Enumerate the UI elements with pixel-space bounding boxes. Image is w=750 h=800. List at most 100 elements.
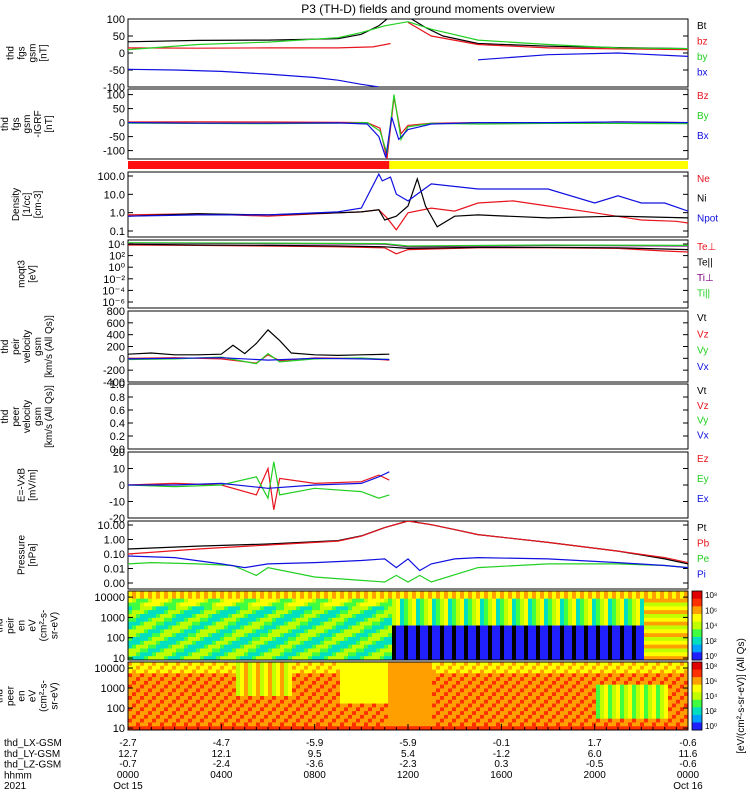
series-line-pi [128,555,688,572]
spectrogram-cell [584,629,589,634]
spectrogram-cell [224,637,229,642]
spectrogram-cell [200,652,205,657]
spectrogram-cell [284,648,289,653]
spectrogram-cell [540,625,545,630]
spectrogram-cell [180,598,185,604]
spectrogram-cell [520,614,525,619]
spectrogram-cell [312,677,317,682]
spectrogram-cell [360,703,365,708]
spectrogram-cell [448,629,453,634]
spectrogram-cell [524,673,529,678]
spectrogram-cell [404,617,409,623]
spectrogram-cell [588,621,593,627]
spectrogram-cell [268,680,273,686]
spectrogram-cell [368,606,373,611]
spectrogram-cell [312,718,317,724]
spectrogram-cell [516,625,521,630]
legend-by: by [697,52,708,63]
spectrogram-cell [412,617,417,623]
spectrogram-cell [192,673,197,678]
spectrogram-cell [592,684,597,690]
spectrogram-cell [448,726,453,730]
spectrogram-cell [580,591,585,596]
spectrogram-cell [520,610,525,615]
spectrogram-cell [552,722,557,727]
spectrogram-cell [396,680,401,686]
spectrogram-cell [188,617,193,623]
spectrogram-cell [440,656,445,660]
spectrogram-cell [396,606,401,611]
spectrogram-cell [304,614,309,619]
spectrogram-cell [156,684,161,690]
spectrogram-cell [332,711,337,716]
spectrogram-cell [656,625,661,630]
spectrogram-cell [396,648,401,653]
spectrogram-cell [256,696,261,701]
spectrogram-cell [576,602,581,607]
spectrogram-cell [356,688,361,693]
spectrogram-cell [392,662,397,667]
spectrogram-cell [460,722,465,727]
spectrogram-cell [376,610,381,615]
spectrogram-cell [208,722,213,727]
spectrogram-cell [188,714,193,720]
spectrogram-cell [568,637,573,642]
spectrogram-cell [340,665,345,671]
spectrogram-cell [420,707,425,712]
spectrogram-cell [160,692,165,697]
spectrogram-cell [152,673,157,678]
spectrogram-cell [596,606,601,611]
spectrogram-cell [404,673,409,678]
spectrogram-cell [600,591,605,596]
spectrogram-cell [280,696,285,701]
spectrogram-cell [472,726,477,730]
spectrogram-cell [564,629,569,634]
spectrogram-cell [160,669,165,674]
spectrogram-cell [228,707,233,712]
spectrogram-cell [468,688,473,693]
spectrogram-cell [192,652,197,657]
spectrogram-cell [428,665,433,671]
spectrogram-cell [168,606,173,611]
spectrogram-cell [540,699,545,705]
spectrogram-cell [684,625,688,630]
spectrogram-cell [400,640,405,646]
spectrogram-cell [256,692,261,697]
spectrogram-cell [524,703,529,708]
spectrogram-cell [244,688,249,693]
spectrogram-cell [540,677,545,682]
spectrogram-cell [288,688,293,693]
spectrogram-cell [240,703,245,708]
spectrogram-cell [456,621,461,627]
spectrogram-cell [464,692,469,697]
spectrogram-cell [144,656,149,660]
spectrogram-cell [556,621,561,627]
spectrogram-cell [552,699,557,705]
spectrogram-cell [524,629,529,634]
spectrogram-cell [412,644,417,650]
spectrogram-cell [240,621,245,627]
spectrogram-cell [176,703,181,708]
spectrogram-cell [308,677,313,682]
spectrogram-cell [488,602,493,607]
spectrogram-cell [236,703,241,708]
spectrogram-cell [652,606,657,611]
spectrogram-cell [196,614,201,619]
spectrogram-cell [412,669,417,674]
spectrogram-cell [280,617,285,623]
spectrogram-cell [268,591,273,596]
spectrogram-cell [384,591,389,596]
spectrogram-cell [588,594,593,600]
spectrogram-cell [248,662,253,667]
spectrogram-cell [152,718,157,724]
spectrogram-cell [624,606,629,611]
spectrogram-cell [632,602,637,607]
spectrogram-cell [168,648,173,653]
spectrogram-cell [448,669,453,674]
spectrogram-cell [296,726,301,730]
spectrogram-cell [556,598,561,604]
spectrogram-cell [296,673,301,678]
spectrogram-cell [256,621,261,627]
spectrogram-cell [440,625,445,630]
spectrogram-cell [244,621,249,627]
